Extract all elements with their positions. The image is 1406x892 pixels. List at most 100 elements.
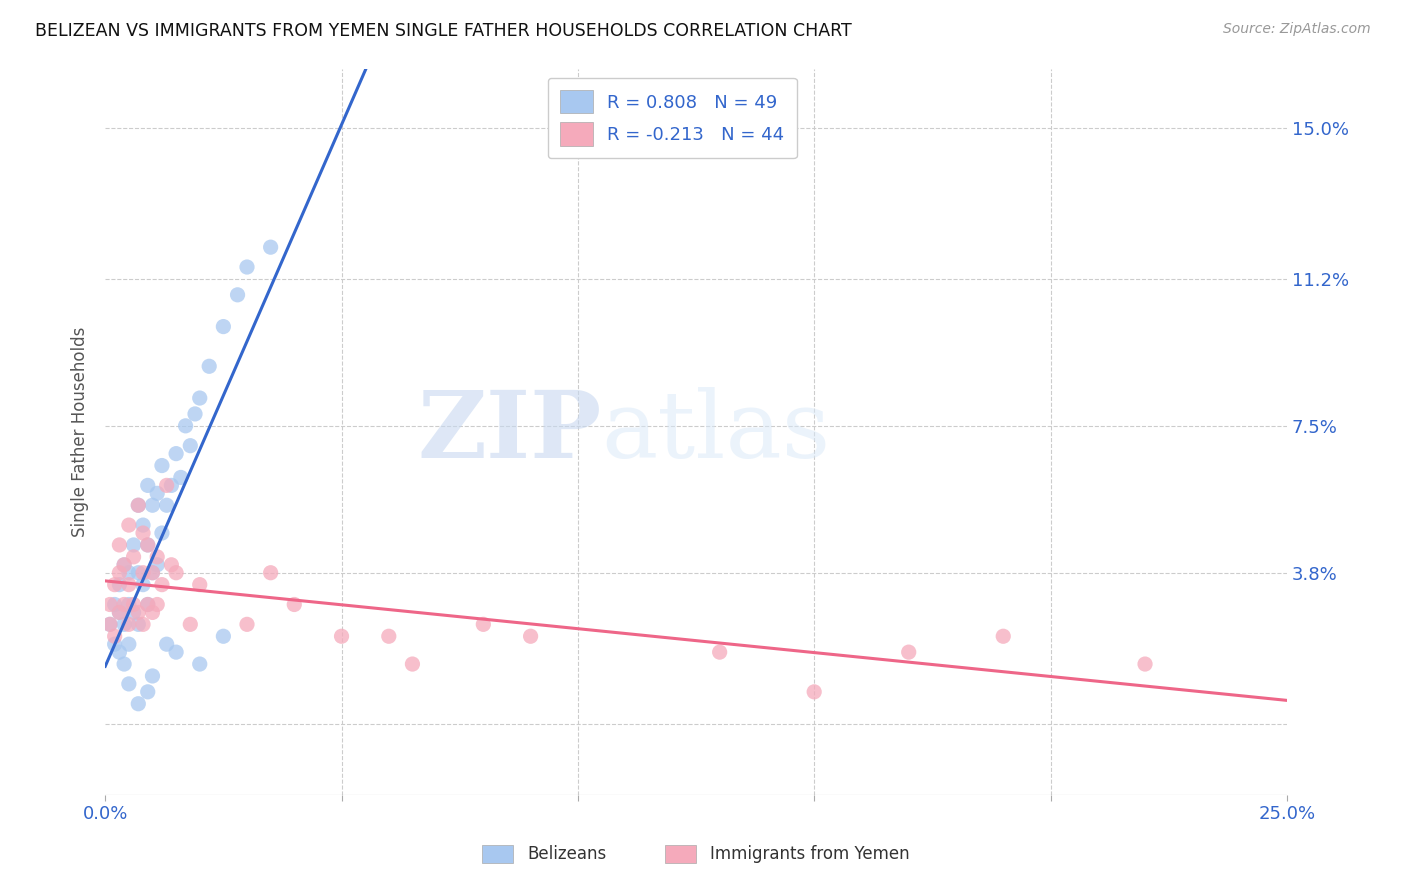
Point [141, 498, 163, 512]
Point [236, 617, 259, 632]
Point [122, 606, 145, 620]
Point [132, 518, 155, 533]
Point [150, 577, 173, 591]
Legend: R = 0.808   N = 49, R = -0.213   N = 44: R = 0.808 N = 49, R = -0.213 N = 44 [548, 78, 797, 158]
Point [132, 577, 155, 591]
Point [141, 566, 163, 580]
Text: atlas: atlas [602, 387, 831, 477]
Point [141, 566, 163, 580]
Point [141, 606, 163, 620]
Point [146, 558, 169, 572]
Point [188, 577, 211, 591]
Point [136, 538, 159, 552]
Point [259, 566, 281, 580]
Point [236, 260, 259, 274]
Point [226, 288, 249, 302]
Point [897, 645, 920, 659]
Point [212, 319, 235, 334]
Point [1133, 657, 1156, 671]
Point [146, 486, 169, 500]
Point [118, 518, 141, 533]
Point [136, 538, 159, 552]
Point [112, 558, 135, 572]
Point [165, 645, 187, 659]
Point [259, 240, 281, 254]
Point [98, 617, 121, 632]
Point [136, 598, 159, 612]
Point [156, 637, 179, 651]
Point [709, 645, 731, 659]
Point [184, 407, 207, 421]
Point [330, 629, 353, 643]
Point [188, 391, 211, 405]
Point [112, 598, 135, 612]
Text: ZIP: ZIP [418, 387, 602, 477]
Point [179, 617, 201, 632]
Point [156, 498, 179, 512]
Point [803, 685, 825, 699]
Text: Belizeans: Belizeans [527, 845, 606, 863]
Point [108, 606, 131, 620]
Point [150, 526, 173, 541]
Point [118, 566, 141, 580]
Point [156, 478, 179, 492]
Point [378, 629, 401, 643]
Point [132, 617, 155, 632]
Point [112, 657, 135, 671]
Point [127, 566, 149, 580]
Point [112, 617, 135, 632]
Point [118, 617, 141, 632]
Point [104, 598, 127, 612]
Point [98, 617, 121, 632]
Point [108, 538, 131, 552]
Point [108, 645, 131, 659]
Point [132, 566, 155, 580]
Point [179, 439, 201, 453]
Point [519, 629, 541, 643]
Point [104, 637, 127, 651]
Point [98, 598, 121, 612]
Point [174, 418, 197, 433]
Point [165, 566, 187, 580]
Point [108, 566, 131, 580]
Point [283, 598, 305, 612]
Point [136, 598, 159, 612]
Point [160, 478, 183, 492]
Point [136, 478, 159, 492]
Text: BELIZEAN VS IMMIGRANTS FROM YEMEN SINGLE FATHER HOUSEHOLDS CORRELATION CHART: BELIZEAN VS IMMIGRANTS FROM YEMEN SINGLE… [35, 22, 852, 40]
Point [118, 577, 141, 591]
Point [188, 657, 211, 671]
Point [108, 606, 131, 620]
Point [132, 526, 155, 541]
Point [118, 677, 141, 691]
Point [127, 498, 149, 512]
Point [108, 577, 131, 591]
Point [118, 637, 141, 651]
Point [127, 606, 149, 620]
Point [165, 447, 187, 461]
Point [104, 577, 127, 591]
Point [104, 629, 127, 643]
Point [122, 549, 145, 564]
Y-axis label: Single Father Households: Single Father Households [72, 326, 89, 537]
Point [150, 458, 173, 473]
Point [112, 558, 135, 572]
Point [160, 558, 183, 572]
Point [122, 598, 145, 612]
Point [993, 629, 1015, 643]
Point [127, 697, 149, 711]
Point [198, 359, 221, 374]
Point [146, 549, 169, 564]
Point [136, 685, 159, 699]
Point [118, 598, 141, 612]
Point [146, 598, 169, 612]
Text: Immigrants from Yemen: Immigrants from Yemen [710, 845, 910, 863]
Point [122, 538, 145, 552]
Point [472, 617, 495, 632]
Point [401, 657, 423, 671]
Point [212, 629, 235, 643]
Point [127, 498, 149, 512]
Text: Source: ZipAtlas.com: Source: ZipAtlas.com [1223, 22, 1371, 37]
Point [141, 669, 163, 683]
Point [127, 617, 149, 632]
